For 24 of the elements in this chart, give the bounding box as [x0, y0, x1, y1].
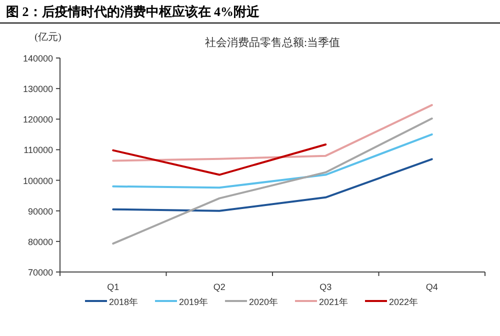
- chart-title: 图 2：后疫情时代的消费中枢应该在 4%附近: [6, 4, 260, 19]
- legend-label: 2022年: [389, 297, 418, 307]
- legend-label: 2018年: [109, 297, 138, 307]
- y-tick-label: 120000: [22, 114, 53, 125]
- legend-label: 2019年: [179, 297, 208, 307]
- y-tick-label: 110000: [24, 145, 53, 156]
- line-series: [112, 158, 433, 212]
- line-series: [112, 133, 433, 189]
- line-series: [112, 118, 433, 245]
- y-tick-label: 130000: [22, 84, 53, 94]
- chart-subtitle: 社会消费品零售总额:当季值: [204, 36, 340, 49]
- y-tick-label: 70000: [28, 268, 53, 278]
- x-tick-label: Q4: [426, 282, 438, 292]
- y-tick-label: 100000: [22, 176, 53, 186]
- line-series: [112, 104, 433, 162]
- legend-label: 2020年: [249, 297, 278, 307]
- y-tick-label: 80000: [28, 236, 53, 247]
- x-tick-label: Q1: [107, 282, 120, 292]
- y-axis-title: (亿元): [34, 32, 62, 43]
- legend-label: 2021年: [319, 297, 348, 307]
- y-tick-label: 90000: [28, 206, 53, 216]
- x-tick-label: Q2: [213, 282, 226, 292]
- x-tick-label: Q3: [320, 282, 332, 292]
- y-tick-label: 140000: [22, 54, 53, 64]
